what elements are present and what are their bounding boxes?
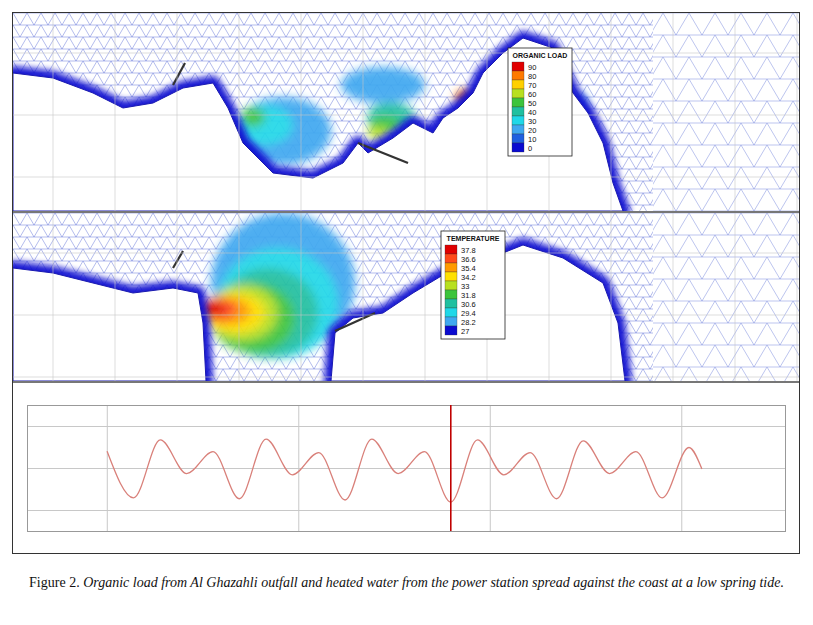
svg-text:10: 10 bbox=[528, 135, 536, 144]
svg-text:30.6: 30.6 bbox=[461, 300, 476, 309]
svg-text:90: 90 bbox=[528, 63, 536, 72]
svg-text:60: 60 bbox=[528, 90, 536, 99]
svg-text:28.2: 28.2 bbox=[461, 318, 476, 327]
svg-text:80: 80 bbox=[528, 72, 536, 81]
svg-text:0: 0 bbox=[528, 144, 532, 153]
svg-text:ORGANIC LOAD: ORGANIC LOAD bbox=[513, 52, 568, 59]
svg-text:50: 50 bbox=[528, 99, 536, 108]
svg-text:29.4: 29.4 bbox=[461, 309, 476, 318]
svg-text:33: 33 bbox=[461, 282, 469, 291]
html-text:Figure 2. Organic load from Al: Figure 2. Organic load from Al Ghazahli … bbox=[29, 575, 784, 590]
svg-text:35.4: 35.4 bbox=[461, 264, 476, 273]
svg-text:40: 40 bbox=[528, 108, 536, 117]
svg-text:TEMPERATURE: TEMPERATURE bbox=[447, 235, 500, 242]
svg-text:31.8: 31.8 bbox=[461, 291, 476, 300]
svg-text:70: 70 bbox=[528, 81, 536, 90]
svg-text:37.8: 37.8 bbox=[461, 246, 476, 255]
svg-text:30: 30 bbox=[528, 117, 536, 126]
svg-text:34.2: 34.2 bbox=[461, 273, 476, 282]
svg-text:27: 27 bbox=[461, 327, 469, 336]
svg-text:36.6: 36.6 bbox=[461, 255, 476, 264]
svg-text:20: 20 bbox=[528, 126, 536, 135]
